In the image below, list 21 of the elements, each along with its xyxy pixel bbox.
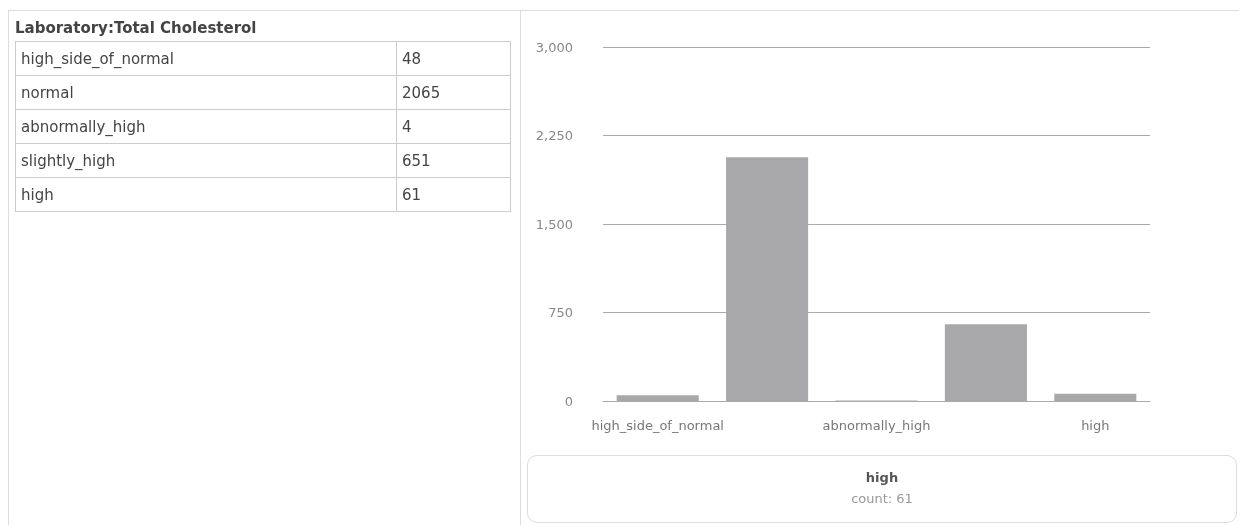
text: high [864, 470, 900, 485]
x-tick-label: high [1081, 418, 1110, 433]
category-label: high_side_of_normal [15, 41, 397, 76]
y-tick-label: 750 [548, 305, 573, 320]
data-label: 61 [396, 177, 511, 212]
y-tick-label: 2,250 [535, 128, 573, 143]
y-tick-label: 0 [564, 393, 573, 409]
category-label: abnormally_high [15, 109, 397, 144]
text: Laboratory:Total Cholesterol [15, 19, 258, 39]
category-label: high [15, 177, 397, 212]
category-label: slightly_high [15, 143, 397, 178]
data-label: 2065 [396, 75, 511, 110]
x-tick-label: abnormally_high [822, 418, 931, 433]
data-label: 4 [396, 109, 511, 144]
x-tick-label: high_side_of_normal [591, 418, 724, 433]
y-tick-label: 3,000 [535, 39, 573, 55]
text: count: 61 [850, 491, 914, 506]
data-label: 48 [396, 41, 511, 76]
data-label: 651 [396, 143, 511, 178]
category-label: normal [15, 75, 397, 110]
y-tick-label: 1,500 [535, 216, 573, 232]
